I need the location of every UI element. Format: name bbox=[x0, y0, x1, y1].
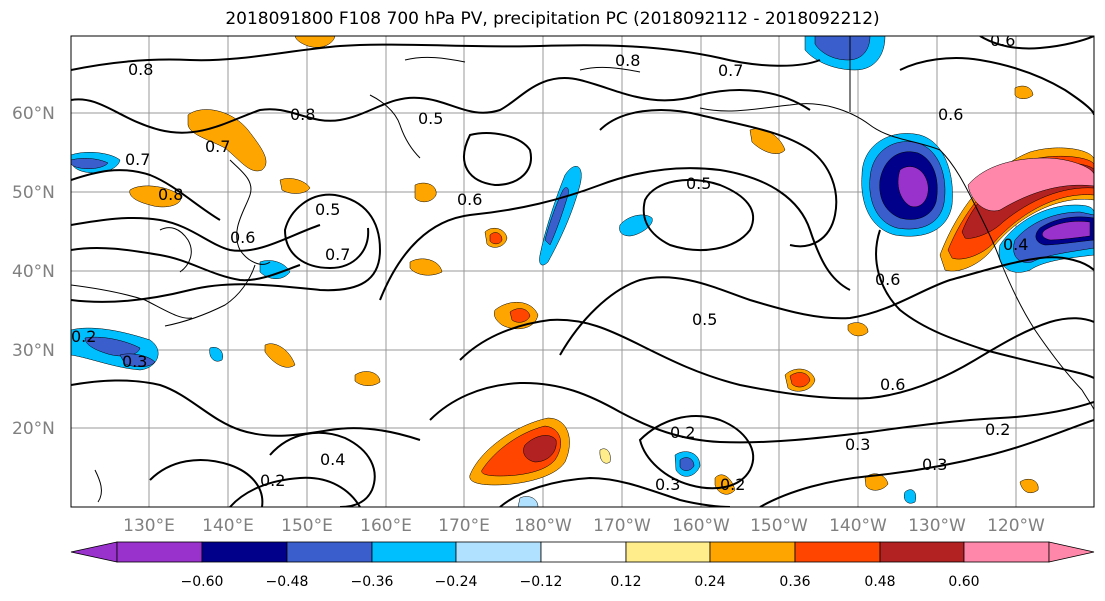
contour-label: 0.5 bbox=[692, 310, 717, 329]
contour-label: 0.2 bbox=[720, 475, 745, 494]
longitude-labels: 130°E 140°E 150°E 160°E 170°E 180°W 170°… bbox=[123, 516, 1045, 536]
lat-label: 30°N bbox=[12, 341, 55, 361]
lon-label: 120°W bbox=[987, 516, 1045, 536]
colorbar-tick: −0.48 bbox=[266, 574, 309, 590]
colorbar-swatch bbox=[286, 541, 373, 563]
coastlines bbox=[71, 36, 1094, 503]
colorbar-swatch bbox=[201, 541, 288, 563]
contour-label: 0.7 bbox=[125, 150, 150, 169]
contour-label: 0.6 bbox=[938, 105, 963, 124]
colorbar-tick: −0.12 bbox=[520, 574, 563, 590]
lon-label: 140°W bbox=[829, 516, 887, 536]
lon-label: 150°W bbox=[750, 516, 808, 536]
lat-label: 50°N bbox=[12, 183, 55, 203]
contour-label: 0.6 bbox=[875, 270, 900, 289]
contour-label: 0.3 bbox=[655, 475, 680, 494]
lon-label: 160°E bbox=[360, 516, 412, 536]
lon-label: 130°E bbox=[123, 516, 175, 536]
contour-label: 0.2 bbox=[71, 327, 96, 346]
pv-contours bbox=[71, 36, 1094, 507]
lat-label: 20°N bbox=[12, 419, 55, 439]
contour-label: 0.2 bbox=[670, 423, 695, 442]
contour-label: 0.5 bbox=[315, 200, 340, 219]
contour-label: 0.2 bbox=[985, 420, 1010, 439]
contour-label: 0.8 bbox=[158, 185, 183, 204]
colorbar-swatch bbox=[70, 541, 118, 563]
colorbar-ticks: −0.60 −0.48 −0.36 −0.24 −0.12 0.12 0.24 … bbox=[181, 574, 980, 590]
lon-label: 160°W bbox=[672, 516, 730, 536]
colorbar-swatch bbox=[455, 541, 542, 563]
colorbar-tick: 0.36 bbox=[779, 574, 810, 590]
contour-label: 0.8 bbox=[290, 105, 315, 124]
colorbar-swatch bbox=[116, 541, 203, 563]
colorbar-swatch bbox=[540, 541, 627, 563]
contour-label: 0.6 bbox=[880, 375, 905, 394]
colorbar-swatch bbox=[963, 541, 1050, 563]
colorbar bbox=[70, 541, 1095, 563]
contour-label: 0.3 bbox=[922, 455, 947, 474]
contour-label: 0.6 bbox=[457, 190, 482, 209]
lon-label: 170°W bbox=[593, 516, 651, 536]
contour-label: 0.8 bbox=[128, 60, 153, 79]
map-frame bbox=[70, 35, 1095, 508]
contour-label: 0.5 bbox=[418, 109, 443, 128]
plot-title: 2018091800 F108 700 hPa PV, precipitatio… bbox=[225, 9, 880, 29]
colorbar-tick: 0.12 bbox=[610, 574, 641, 590]
lon-label: 180°W bbox=[514, 516, 572, 536]
contour-label: 0.7 bbox=[325, 245, 350, 264]
lon-label: 170°E bbox=[438, 516, 490, 536]
colorbar-tick: 0.60 bbox=[948, 574, 979, 590]
contour-labels: 0.8 0.8 0.7 0.6 0.6 0.8 0.8 0.7 0.5 0.5 … bbox=[71, 31, 1028, 494]
latitude-labels: 60°N 50°N 40°N 30°N 20°N bbox=[12, 104, 55, 439]
contour-label: 0.7 bbox=[718, 61, 743, 80]
contour-label: 0.2 bbox=[260, 471, 285, 490]
contour-label: 0.3 bbox=[122, 352, 147, 371]
colorbar-swatch bbox=[709, 541, 796, 563]
contour-label: 0.4 bbox=[320, 450, 345, 469]
lon-label: 140°E bbox=[202, 516, 254, 536]
colorbar-swatch bbox=[1048, 541, 1095, 563]
colorbar-tick: −0.60 bbox=[181, 574, 224, 590]
gridlines bbox=[71, 36, 1094, 507]
colorbar-tick: −0.36 bbox=[351, 574, 394, 590]
contour-label: 0.6 bbox=[990, 31, 1015, 50]
lat-label: 40°N bbox=[12, 262, 55, 282]
contour-label: 0.8 bbox=[615, 51, 640, 70]
lon-label: 150°E bbox=[281, 516, 333, 536]
colorbar-swatch bbox=[879, 541, 965, 563]
colorbar-tick: −0.24 bbox=[435, 574, 478, 590]
colorbar-swatch bbox=[371, 541, 457, 563]
lat-label: 60°N bbox=[12, 104, 55, 124]
contour-label: 0.6 bbox=[230, 228, 255, 247]
contour-label: 0.3 bbox=[845, 435, 870, 454]
contour-label: 0.4 bbox=[1003, 235, 1028, 254]
colorbar-swatch bbox=[794, 541, 881, 563]
contour-label: 0.7 bbox=[205, 137, 230, 156]
colorbar-tick: 0.48 bbox=[864, 574, 895, 590]
colorbar-swatch bbox=[625, 541, 711, 563]
lon-label: 130°W bbox=[908, 516, 966, 536]
precip-shading bbox=[71, 36, 1094, 507]
contour-label: 0.5 bbox=[686, 174, 711, 193]
colorbar-tick: 0.24 bbox=[694, 574, 725, 590]
